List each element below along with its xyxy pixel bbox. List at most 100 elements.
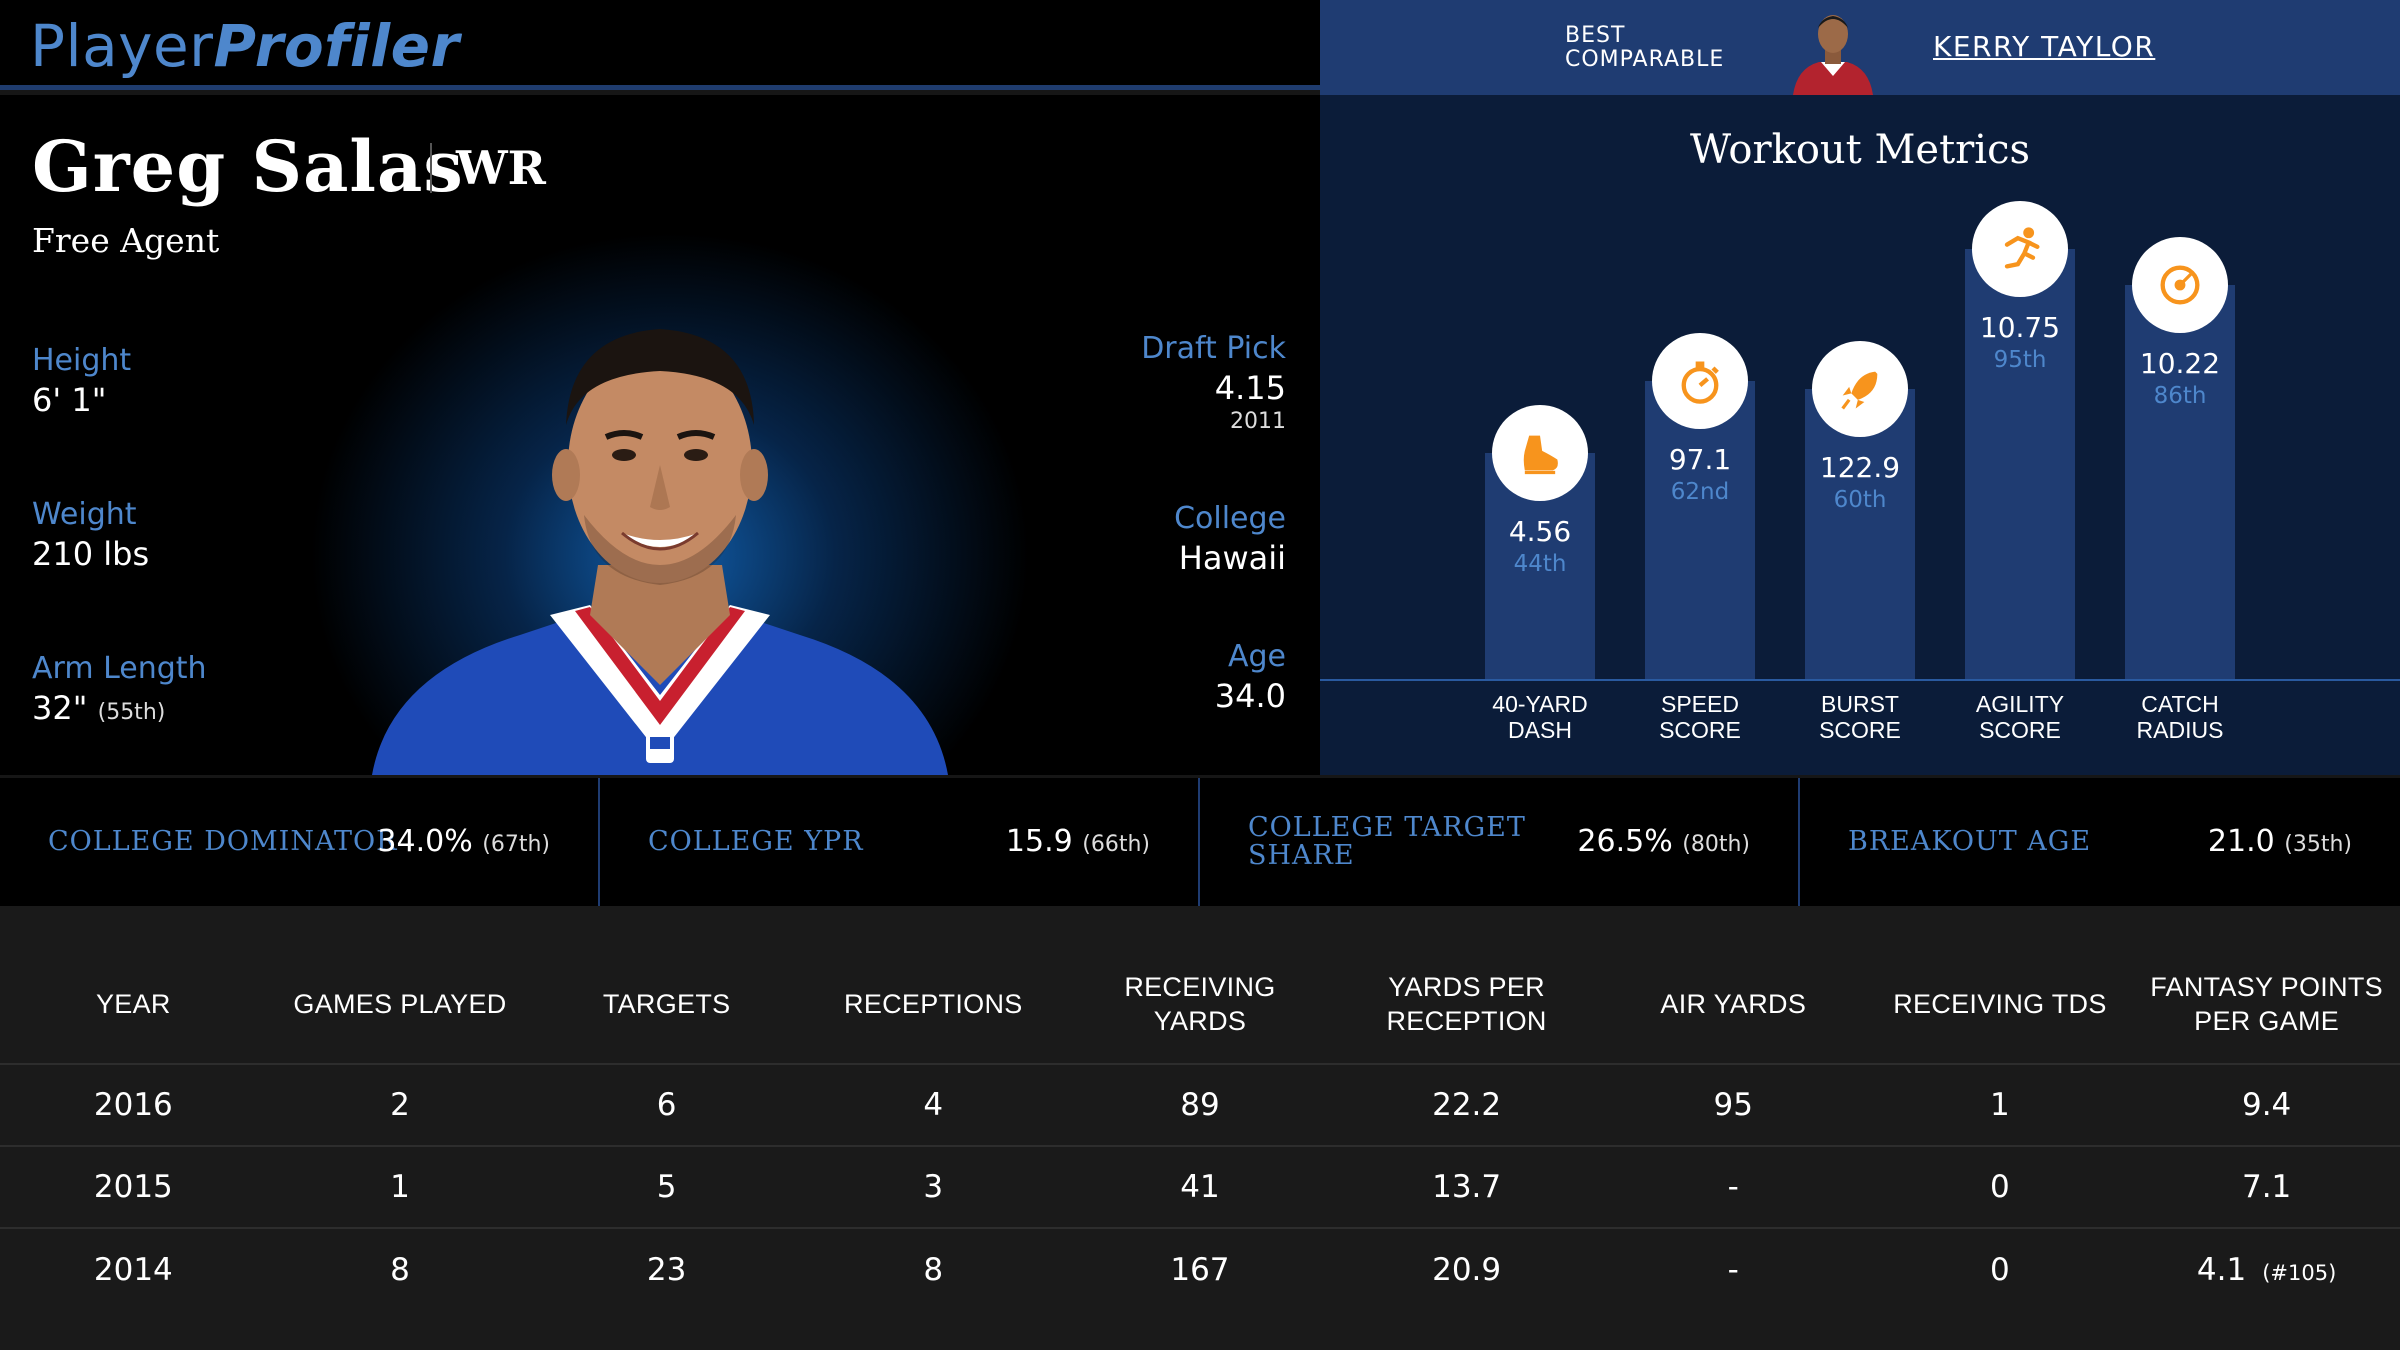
workout-bar[interactable] [2125, 285, 2235, 679]
col-receptions[interactable]: RECEPTIONS [844, 988, 1023, 1019]
draft-pick-label: Draft Pick [1141, 331, 1286, 366]
arm-length-rank: (55th) [97, 700, 166, 725]
workout-percentile: 60th [1833, 487, 1887, 513]
workout-label-line1: 40-YARD [1492, 691, 1588, 717]
workout-label: BURST SCORE [1780, 691, 1940, 743]
workout-label-line1: SPEED [1661, 691, 1739, 717]
draft-pick-value: 4.15 [1214, 369, 1286, 407]
cell-games-played: 1 [266, 1145, 534, 1228]
fantasy-points-rank: (#105) [2262, 1260, 2337, 1285]
cell-fantasy-points: 9.4 [2133, 1063, 2400, 1146]
season-stats-section: YEAR GAMES PLAYED TARGETS RECEPTIONS REC… [0, 906, 2400, 1350]
col-targets[interactable]: TARGETS [602, 988, 731, 1019]
table-row: 2016 2 6 4 89 22.2 95 1 9.4 [0, 1063, 2400, 1146]
cell-games-played: 2 [266, 1063, 534, 1146]
weight-value: 210 lbs [32, 535, 150, 573]
logo-part-profiler: Profiler [213, 12, 460, 80]
cell-air-yards: 95 [1599, 1063, 1867, 1146]
metric-value: 15.9 (66th) [1006, 824, 1150, 859]
college-value: Hawaii [1178, 539, 1286, 577]
metric-value: 34.0% (67th) [377, 824, 550, 859]
best-comparable-label-line2: COMPARABLE [1565, 47, 1725, 72]
col-yards-per-reception[interactable]: YARDS PER RECEPTION [1386, 971, 1547, 1036]
player-panel: Greg Salas WR Free Agent Height 6' 1" We… [0, 95, 1320, 775]
rocket-icon [1812, 341, 1908, 437]
col-receiving-tds[interactable]: RECEIVING TDS [1893, 988, 2107, 1019]
metric-label: COLLEGE TARGET SHARE [1248, 812, 1526, 871]
metric-label: COLLEGE YPR [648, 826, 864, 857]
workout-metrics-panel: Workout Metrics 4.56 44th 40-YARD DASH 97.1 6… [1320, 95, 2400, 775]
workout-label-line2: RADIUS [2136, 717, 2224, 743]
workout-label-line1: CATCH [2141, 691, 2219, 717]
metric-number: 34.0% [377, 824, 473, 859]
player-position: WR [456, 141, 546, 195]
metric-college-dominator: COLLEGE DOMINATOR 34.0% (67th) [0, 778, 600, 906]
comparable-player-avatar[interactable] [1785, 6, 1881, 95]
workout-label-line2: SCORE [1659, 717, 1741, 743]
workout-bar[interactable] [1965, 249, 2075, 679]
metric-label: BREAKOUT AGE [1848, 826, 2092, 857]
table-header-row: YEAR GAMES PLAYED TARGETS RECEPTIONS REC… [0, 944, 2400, 1064]
workout-label: SPEED SCORE [1620, 691, 1780, 743]
workout-percentile: 62nd [1670, 479, 1730, 505]
metric-rank: (66th) [1082, 832, 1150, 857]
age-value: 34.0 [1214, 677, 1286, 715]
cell-air-yards: - [1599, 1145, 1867, 1228]
draft-year: 2011 [1230, 409, 1286, 434]
workout-percentile: 44th [1513, 551, 1567, 577]
player-team: Free Agent [32, 221, 220, 260]
cell-games-played: 8 [266, 1227, 534, 1310]
metric-college-target-share: COLLEGE TARGET SHARE 26.5% (80th) [1200, 778, 1800, 906]
cell-receiving-yards: 89 [1066, 1063, 1334, 1146]
season-stats-table: YEAR GAMES PLAYED TARGETS RECEPTIONS REC… [0, 944, 2400, 1310]
workout-bar[interactable] [1805, 389, 1915, 679]
logo-part-player: Player [30, 12, 214, 80]
best-comparable-label-line1: BEST [1565, 23, 1626, 48]
cell-year: 2015 [0, 1145, 267, 1228]
workout-label-line2: SCORE [1819, 717, 1901, 743]
col-receiving-yards[interactable]: RECEIVING YARDS [1124, 971, 1276, 1036]
cell-receptions: 3 [799, 1145, 1067, 1228]
college-label: College [1174, 501, 1286, 536]
workout-label: 40-YARD DASH [1460, 691, 1620, 743]
metric-number: 21.0 [2207, 824, 2275, 859]
best-comparable-bar: BEST COMPARABLE KERRY TAYLOR [1320, 0, 2400, 95]
cell-targets: 23 [533, 1227, 800, 1310]
workout-label-line1: AGILITY [1975, 691, 2065, 717]
metric-breakout-age: BREAKOUT AGE 21.0 (35th) [1800, 778, 2400, 906]
workout-label-line2: DASH [1508, 717, 1572, 743]
workout-metrics-title: Workout Metrics [1689, 127, 2031, 173]
height-value: 6' 1" [32, 381, 107, 419]
cell-yards-per-reception: 22.2 [1333, 1063, 1600, 1146]
runner-icon [1972, 201, 2068, 297]
target-icon [2132, 237, 2228, 333]
metric-rank: (80th) [1682, 832, 1750, 857]
cell-fantasy-points: 4.1 (#105) [2133, 1227, 2400, 1310]
workout-value: 122.9 [1819, 451, 1901, 484]
col-year[interactable]: YEAR [95, 988, 171, 1019]
cell-year: 2016 [0, 1063, 267, 1146]
workout-percentile: 95th [1993, 347, 2047, 373]
workout-label-line2: SCORE [1979, 717, 2061, 743]
cell-receiving-yards: 41 [1066, 1145, 1334, 1228]
age-label: Age [1227, 639, 1286, 674]
name-divider [430, 143, 432, 193]
height-label: Height [32, 343, 132, 378]
site-logo[interactable]: PlayerProfiler [30, 12, 460, 80]
cell-year: 2014 [0, 1227, 267, 1310]
workout-label: CATCH RADIUS [2100, 691, 2260, 743]
col-air-yards[interactable]: AIR YARDS [1660, 988, 1807, 1019]
arm-length-label: Arm Length [32, 651, 207, 686]
stopwatch-icon [1652, 333, 1748, 429]
comparable-player-link[interactable]: KERRY TAYLOR [1933, 30, 2156, 63]
cell-receiving-yards: 167 [1066, 1227, 1334, 1310]
col-games-played[interactable]: GAMES PLAYED [293, 988, 507, 1019]
cell-receptions: 4 [799, 1063, 1067, 1146]
workout-bar[interactable] [1645, 381, 1755, 679]
metric-value: 26.5% (80th) [1577, 824, 1750, 859]
workout-value: 10.75 [1979, 311, 2061, 344]
metric-number: 15.9 [1005, 824, 1073, 859]
table-row: 2015 1 5 3 41 13.7 - 0 7.1 [0, 1145, 2400, 1228]
col-fantasy-points-per-game[interactable]: FANTASY POINTS PER GAME [2150, 971, 2383, 1036]
metric-label: COLLEGE DOMINATOR [48, 826, 398, 857]
